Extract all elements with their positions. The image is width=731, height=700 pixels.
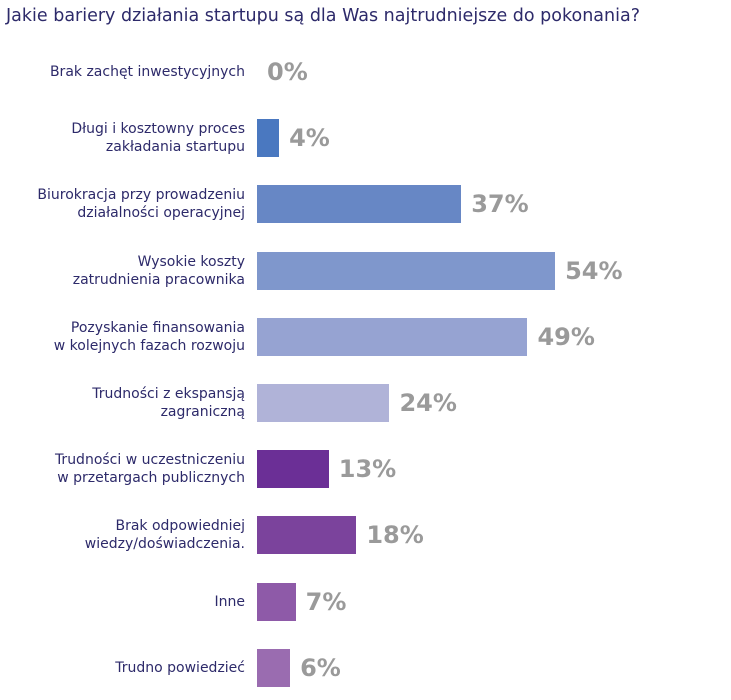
category-label: Długi i kosztowny proces zakładania star…: [71, 121, 245, 156]
value-label: 13%: [338, 455, 397, 484]
bar: [257, 317, 528, 356]
category-label: Inne: [214, 593, 246, 610]
value-label: 18%: [366, 521, 424, 550]
category-label: Trudności z ekspansją zagraniczną: [92, 386, 245, 420]
value-label: 49%: [537, 322, 595, 351]
value-label: 24%: [399, 389, 457, 417]
category-label: Pozyskanie finansowania w kolejnych faza…: [53, 319, 245, 354]
category-label: Brak odpowiedniej wiedzy/doświadczenia.: [84, 518, 245, 553]
value-label: 4%: [289, 124, 330, 153]
bar: [257, 450, 329, 489]
value-label: 6%: [300, 653, 341, 682]
category-label: Trudno powiedzieć: [115, 659, 245, 676]
bar: [257, 516, 357, 555]
bar: [257, 384, 390, 422]
value-label: 0%: [267, 58, 308, 86]
bar: [257, 648, 291, 687]
category-label: Biurokracja przy prowadzeniu działalnośc…: [37, 187, 245, 222]
category-label: Trudności w uczestniczeniu w przetargach…: [54, 452, 245, 487]
category-label: Wysokie koszty zatrudnienia pracownika: [72, 253, 245, 288]
bar: [257, 185, 462, 224]
chart-title: Jakie bariery działania startupu są dla …: [6, 6, 640, 26]
bar: [257, 251, 556, 290]
value-label: 37%: [471, 190, 529, 219]
bar: [257, 582, 296, 621]
value-label: 7%: [305, 587, 347, 616]
value-label: 54%: [565, 256, 623, 285]
bar: [257, 119, 280, 158]
category-label: Brak zachęt inwestycyjnych: [49, 64, 245, 80]
